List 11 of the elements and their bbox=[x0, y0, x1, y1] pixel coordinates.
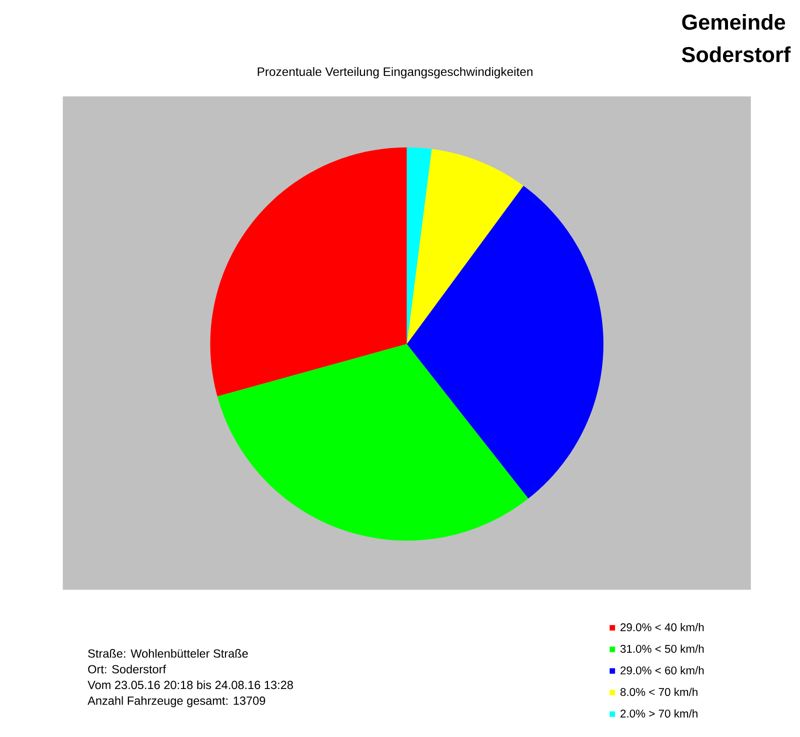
chart-title: Prozentuale Verteilung Eingangsgeschwindigkeiten bbox=[258, 66, 532, 78]
legend-label: 31.0% < 50 km/h bbox=[620, 644, 704, 653]
text: Vom 23.05.16 20:18 bis 24.08.16 13:28 bbox=[88, 680, 293, 690]
text: Ort: Soderstorf bbox=[88, 664, 166, 674]
legend-label: 29.0% < 60 km/h bbox=[620, 666, 704, 674]
legend-label: 29.0% < 40 km/h bbox=[620, 622, 704, 632]
text: Anzahl Fahrzeuge gesamt: 13709 bbox=[88, 696, 266, 708]
legend-label: 8.0% < 70 km/h bbox=[620, 688, 698, 696]
text: Gemeinde Soderstorf bbox=[682, 14, 791, 62]
text: Straße: Wohlenbütteler Straße bbox=[88, 648, 248, 658]
legend-label: 2.0% > 70 km/h bbox=[620, 709, 698, 718]
